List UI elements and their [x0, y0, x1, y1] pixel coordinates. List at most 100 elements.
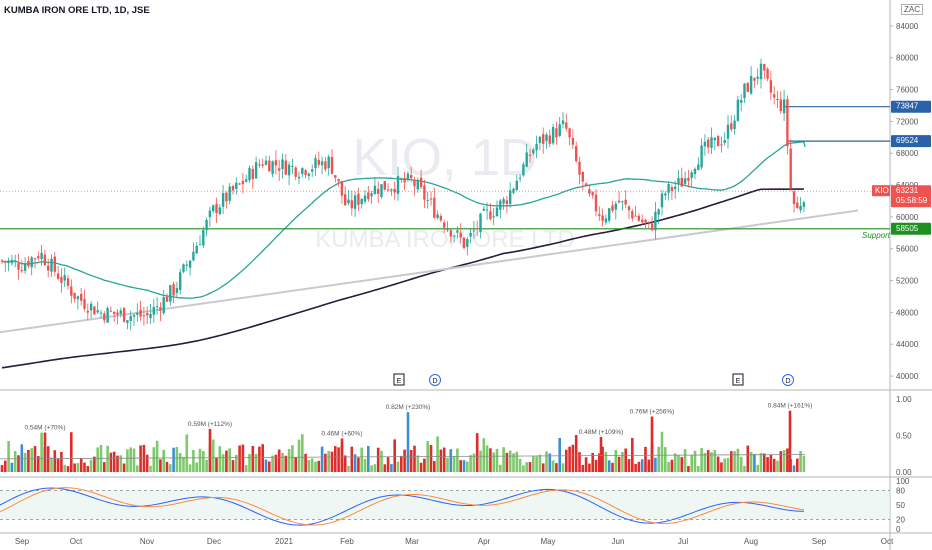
volume-bar — [799, 450, 802, 472]
volume-bar — [251, 446, 255, 472]
candle-body — [687, 177, 690, 181]
volume-bar — [70, 432, 73, 472]
candle-body — [357, 193, 360, 205]
volume-bar — [611, 462, 614, 472]
x-tick-label: Aug — [744, 537, 758, 546]
dividend-marker — [429, 374, 441, 386]
volume-bar — [291, 445, 294, 472]
currency-badge[interactable]: ZAC — [901, 4, 923, 15]
candle-body — [614, 203, 617, 210]
volume-bar — [667, 461, 670, 472]
candle-body — [733, 120, 736, 129]
volume-bar — [456, 448, 459, 472]
volume-bar — [136, 465, 139, 472]
volume-peak-bar — [599, 436, 603, 472]
candle-body — [720, 144, 723, 146]
candle-body — [419, 177, 423, 187]
level-tag-bg — [891, 100, 931, 113]
volume-bar — [268, 461, 271, 472]
candle-body — [713, 137, 716, 141]
x-tick-label: 2021 — [275, 537, 293, 546]
candle-body — [680, 177, 683, 187]
candle-body — [119, 310, 122, 314]
level-tag: 73847 — [896, 102, 919, 111]
volume-bar — [320, 446, 324, 472]
volume-bar — [310, 458, 314, 472]
candle-body — [766, 68, 769, 79]
candle-body — [479, 213, 482, 232]
support-label: Support — [862, 231, 891, 240]
candle-body — [7, 260, 10, 264]
volume-bar — [126, 449, 129, 472]
candle-body — [683, 178, 687, 184]
y-tick-label: 68000 — [896, 149, 919, 158]
volume-bar — [221, 454, 225, 472]
volume-bar — [515, 451, 519, 472]
volume-bar — [677, 455, 680, 472]
candle-body — [281, 159, 284, 170]
volume-bar — [50, 457, 53, 472]
earnings-marker — [393, 373, 405, 386]
candle-body — [565, 122, 568, 129]
volume-bar — [637, 461, 641, 472]
volume-bar — [736, 448, 740, 472]
y-tick-label: 44000 — [896, 340, 919, 349]
candle-body — [370, 193, 373, 197]
candle-body — [198, 244, 202, 246]
volume-bar — [766, 457, 769, 472]
candle-body — [726, 124, 730, 139]
volume-bar — [96, 447, 99, 472]
volume-bar — [244, 465, 248, 472]
candle-body — [647, 221, 650, 223]
candle-body — [545, 134, 548, 142]
candle-body — [162, 296, 165, 314]
candle-body — [631, 211, 634, 219]
volume-bar — [706, 450, 710, 472]
candle-body — [581, 171, 584, 182]
candle-body — [538, 136, 542, 143]
volume-bar — [46, 446, 50, 472]
volume-bar — [466, 461, 469, 472]
volume-peak-bar — [788, 410, 792, 472]
candle-body — [542, 134, 545, 144]
candle-body — [360, 198, 363, 205]
volume-bar — [492, 452, 495, 472]
volume-bar — [449, 449, 453, 472]
candle-body — [122, 307, 126, 322]
candle-body — [462, 237, 466, 249]
candle-body — [17, 263, 20, 270]
volume-bar — [508, 450, 512, 472]
candle-body — [297, 176, 301, 179]
dividend-marker — [782, 374, 794, 386]
volume-bar — [370, 465, 373, 472]
volume-bar — [551, 460, 555, 472]
volume-bar — [0, 465, 4, 472]
volume-bar — [386, 457, 390, 472]
volume-bar — [749, 451, 753, 472]
candle-body — [330, 156, 334, 174]
volume-bar — [591, 452, 594, 472]
volume-bar — [640, 459, 644, 472]
candle-body — [403, 177, 406, 183]
candle-body — [446, 228, 449, 231]
candle-body — [650, 223, 654, 231]
stoch-tick-label: 20 — [896, 515, 905, 524]
last-price-tag-bg — [891, 185, 931, 208]
candle-body — [406, 173, 410, 180]
volume-bar — [37, 456, 40, 472]
candle-body — [386, 189, 390, 191]
stoch-d-line — [0, 487, 805, 526]
candle-body — [740, 100, 743, 103]
volume-bar — [281, 452, 284, 472]
stoch-band — [0, 490, 890, 520]
volume-bar — [106, 445, 109, 472]
volume-bar — [205, 459, 208, 472]
volume-bar — [215, 457, 218, 472]
candle-body — [70, 286, 73, 296]
volume-bar — [86, 466, 90, 472]
volume-bar — [502, 447, 505, 472]
candle-body — [287, 164, 291, 176]
candle-body — [703, 141, 707, 147]
volume-bar — [53, 450, 57, 472]
